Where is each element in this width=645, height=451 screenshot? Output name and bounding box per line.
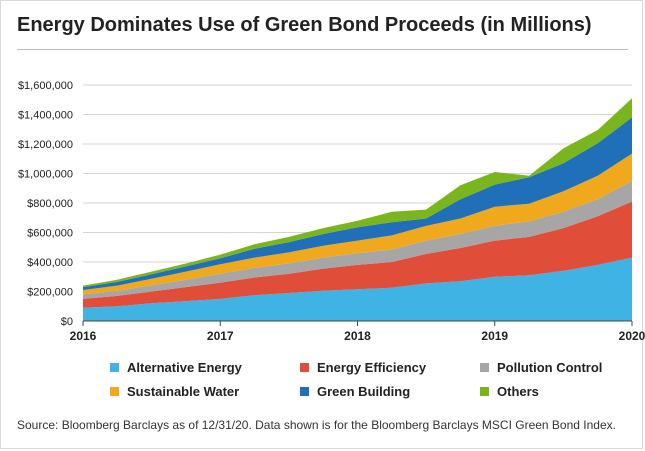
stacked-areas	[83, 98, 632, 321]
legend-label: Others	[497, 384, 539, 399]
y-tick-label: $1,200,000	[18, 139, 73, 151]
legend-label: Energy Efficiency	[317, 360, 427, 375]
y-tick-label: $600,000	[27, 228, 73, 240]
x-tick-label: 2017	[207, 329, 234, 343]
legend-swatch	[300, 363, 309, 372]
y-tick-label: $1,000,000	[18, 169, 73, 181]
source-note: Source: Bloomberg Barclays as of 12/31/2…	[17, 418, 616, 432]
y-tick-label: $400,000	[27, 257, 73, 269]
legend-item-alternative-energy: Alternative Energy	[110, 360, 242, 375]
x-tick-label: 2020	[619, 329, 645, 343]
axes: $0 $200,000 $400,000 $600,000 $800,000 $1,000…	[18, 80, 645, 343]
legend-label: Sustainable Water	[127, 384, 240, 399]
title-divider	[17, 49, 628, 50]
x-tick-label: 2016	[70, 329, 97, 343]
y-tick-label: $200,000	[27, 287, 73, 299]
y-tick-label: $800,000	[27, 198, 73, 210]
legend-item-sustainable-water: Sustainable Water	[110, 384, 239, 399]
area-green-building	[83, 117, 632, 291]
legend-item-others: Others	[480, 384, 539, 399]
legend-swatch	[110, 387, 119, 396]
legend-swatch	[480, 363, 489, 372]
legend-item-energy-efficiency: Energy Efficiency	[300, 360, 426, 375]
legend-label: Green Building	[317, 384, 411, 399]
legend-swatch	[480, 387, 489, 396]
chart-title: Energy Dominates Use of Green Bond Proce…	[17, 14, 592, 36]
area-energy-efficiency	[83, 201, 632, 308]
y-tick-label: $1,400,000	[18, 110, 73, 122]
y-tick-label: $0	[61, 316, 73, 328]
x-tick-label: 2018	[344, 329, 371, 343]
legend-item-pollution-control: Pollution Control	[480, 360, 602, 375]
legend-swatch	[110, 363, 119, 372]
y-tick-label: $1,600,000	[18, 80, 73, 92]
legend-item-green-building: Green Building	[300, 384, 410, 399]
legend-label: Alternative Energy	[127, 360, 242, 375]
x-tick-label: 2019	[481, 329, 508, 343]
legend-label: Pollution Control	[497, 360, 603, 375]
legend-swatch	[300, 387, 309, 396]
